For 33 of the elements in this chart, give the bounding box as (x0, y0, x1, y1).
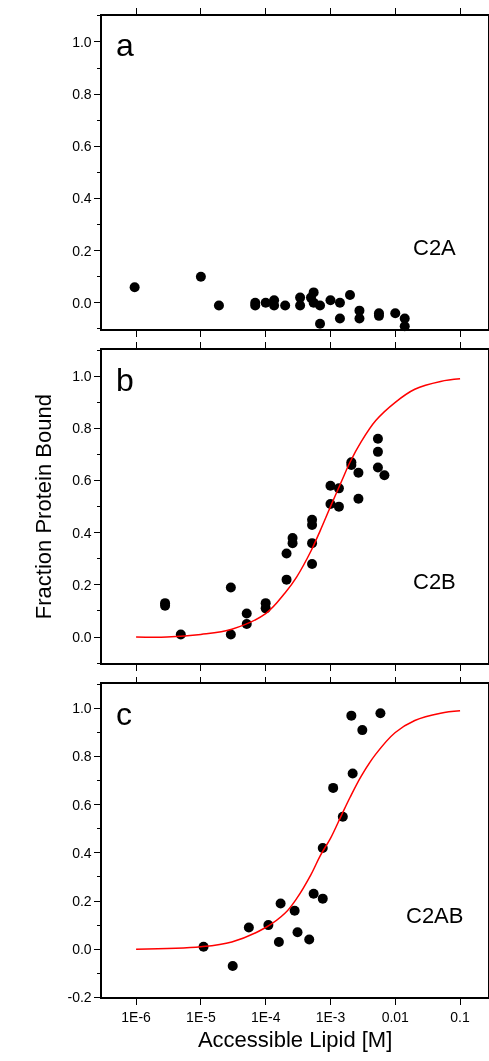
y-tick-label: 0.8 (72, 748, 92, 765)
y-tick-label: 0.2 (72, 242, 92, 259)
annotation: C2AB (406, 903, 464, 928)
y-tick-label: 0.4 (72, 190, 92, 207)
x-tick-label: 1E-5 (186, 1008, 216, 1025)
annotation: C2B (413, 569, 456, 594)
annotation: c (116, 696, 132, 732)
y-tick-label: 0.0 (72, 941, 92, 958)
annotation: C2A (413, 235, 457, 260)
y-tick-label: 1.0 (72, 700, 92, 717)
y-tick-label: 1.0 (72, 368, 92, 385)
x-axis-title: Accessible Lipid [M] (197, 1027, 393, 1053)
y-tick-label: 0.4 (72, 524, 92, 541)
y-tick-label: 1.0 (72, 33, 92, 50)
annotation: a (116, 27, 134, 63)
y-tick-label: 0.6 (72, 796, 92, 813)
x-tick-label: 1E-4 (250, 1008, 281, 1025)
annotation: b (116, 362, 134, 398)
y-tick-label: -0.2 (67, 989, 92, 1006)
x-tick-label: 0.1 (450, 1008, 471, 1025)
y-axis-title: Fraction Protein Bound (31, 394, 57, 620)
y-tick-label: 0.0 (72, 294, 92, 311)
x-tick-label: 1E-3 (315, 1008, 346, 1025)
y-tick-label: 0.6 (72, 472, 92, 489)
y-tick-label: 0.4 (72, 844, 92, 861)
y-tick-label: 0.8 (72, 86, 92, 103)
y-tick-label: 0.8 (72, 420, 92, 437)
y-tick-label: 0.2 (72, 576, 92, 593)
x-tick-label: 1E-6 (121, 1008, 152, 1025)
y-tick-label: 0.6 (72, 138, 92, 155)
x-tick-label: 0.01 (381, 1008, 410, 1025)
y-tick-label: 0.2 (72, 892, 92, 909)
y-tick-label: 0.0 (72, 628, 92, 645)
